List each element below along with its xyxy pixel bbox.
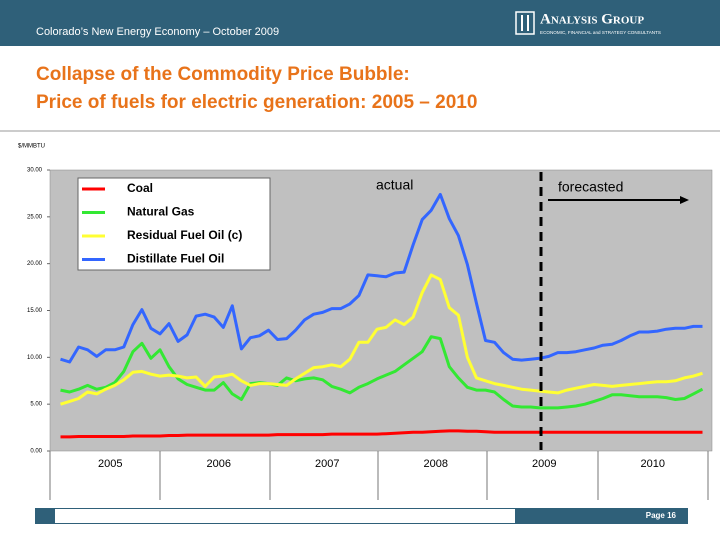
legend-items: Coal Natural Gas Residual Fuel Oil (c) Dist… [82,181,242,266]
y-tick-label: 10.00 [27,355,43,361]
y-tick-label: 5.00 [30,402,42,408]
x-axis-dividers [49,451,709,500]
y-tick-label: 25.00 [27,214,43,220]
y-tick-label: 30.00 [27,168,43,174]
x-tick-label: 2008 [424,458,448,470]
y-tick-label: 20.00 [27,261,43,267]
logo-icon [515,11,535,35]
logo-tagline: ECONOMIC, FINANCIAL and STRATEGY CONSULT… [540,30,661,35]
page-number: Page 16 [646,511,677,520]
series-line [60,192,703,364]
legend-label: Distillate Fuel Oil [127,252,224,266]
x-tick-label: 2005 [98,458,122,470]
y-ticks: 0.00 5.00 10.00 15.00 20.00 25.00 30.00 [27,168,50,455]
header-text: Colorado’s New Energy Economy – October … [36,26,279,38]
annotation: forecasted [558,179,623,195]
legend-label: Coal [127,181,153,195]
title-line: Price of fuels for electric generation: … [36,92,477,113]
x-tick-label: 2007 [315,458,339,470]
legend [77,177,271,271]
x-tick-label: 2006 [207,458,231,470]
legend-label: Natural Gas [127,205,195,219]
x-tick-label: 2010 [641,458,665,470]
series-lines [60,192,704,439]
series-line [60,273,703,406]
x-tick-label: 2009 [532,458,556,470]
forecast-arrowhead [680,196,689,204]
y-tick-label: 0.00 [30,449,42,455]
footer-panel [55,509,515,523]
legend-label: Residual Fuel Oil (c) [127,228,242,242]
logo-text: Analysis Group [540,11,644,27]
y-axis-title: $/MMBTU [18,144,45,150]
series-line [60,335,704,410]
header-bar [0,0,720,46]
annotation: actual [376,177,413,193]
y-tick-label: 15.00 [27,308,43,314]
title-line: Collapse of the Commodity Price Bubble: [36,64,410,85]
series-line [60,429,703,439]
